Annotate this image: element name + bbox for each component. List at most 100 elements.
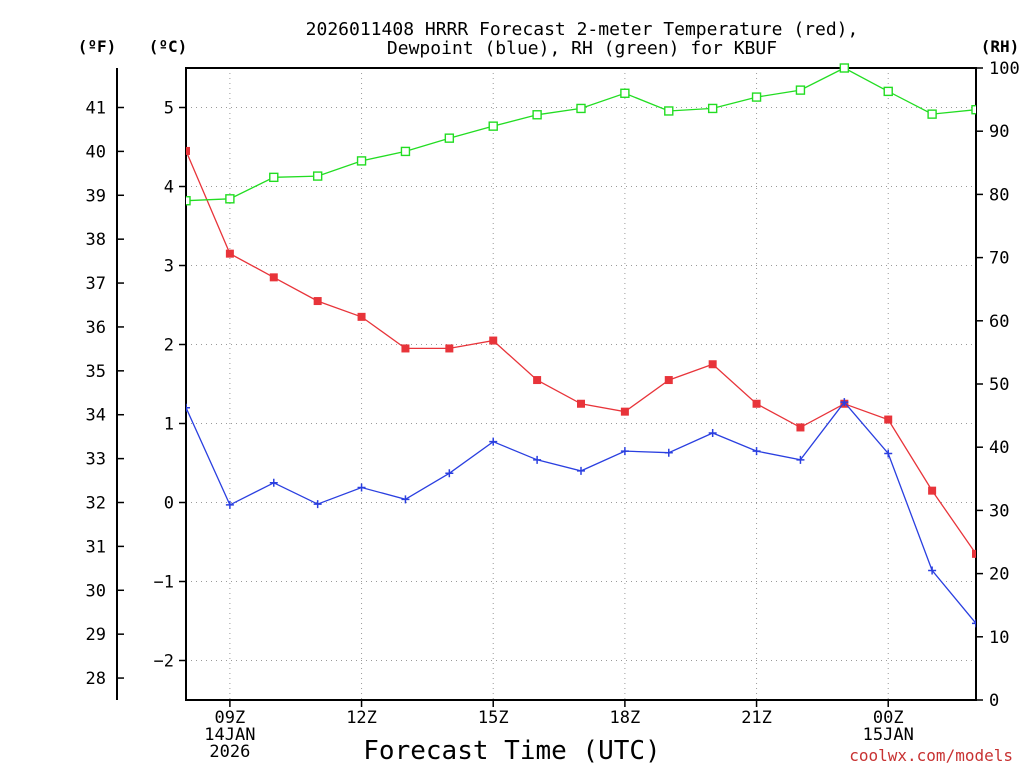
temperature-point — [928, 486, 937, 495]
rh-point — [839, 63, 850, 73]
temperature-point — [269, 273, 278, 282]
rh-point — [400, 146, 411, 157]
fahrenheit-tick-label: 38 — [86, 230, 106, 250]
dewpoint-point — [708, 428, 717, 437]
x-tick-label: 21Z — [741, 708, 772, 728]
celsius-tick-label: 0 — [164, 494, 174, 514]
fahrenheit-tick-label: 29 — [86, 625, 106, 645]
x-tick-label: 18Z — [610, 708, 641, 728]
rh-point — [444, 133, 455, 143]
plot-frame — [185, 67, 977, 701]
fahrenheit-tick-label: 31 — [86, 537, 106, 557]
rh-tick-label: 10 — [989, 628, 1009, 648]
temperature-point — [445, 344, 454, 353]
dewpoint-point — [269, 478, 278, 487]
fahrenheit-tick-label: 34 — [86, 406, 106, 426]
celsius-tick-label: 2 — [164, 336, 174, 356]
rh-point — [576, 103, 586, 114]
rh-point — [225, 194, 235, 204]
dewpoint-point — [357, 483, 366, 492]
temperature-point — [533, 376, 542, 385]
fahrenheit-tick-label: 39 — [86, 186, 106, 206]
dewpoint-point — [401, 495, 410, 504]
temperature-point — [313, 297, 322, 306]
dewpoint-point — [620, 447, 629, 456]
rh-unit-label: (RH) — [981, 37, 1020, 56]
dewpoint-point — [313, 500, 322, 509]
temperature-point — [489, 336, 498, 345]
x-axis-label: Forecast Time (UTC) — [363, 736, 660, 766]
temperature-point — [884, 415, 893, 424]
x-tick-label: 15Z — [478, 708, 509, 728]
fahrenheit-tick-label: 40 — [86, 142, 106, 162]
fahrenheit-tick-label: 37 — [86, 274, 106, 294]
dewpoint-point — [884, 449, 893, 458]
fahrenheit-tick-label: 28 — [86, 669, 106, 689]
celsius-tick-label: 5 — [164, 99, 174, 119]
dewpoint-point — [664, 448, 673, 457]
temperature-point — [401, 344, 410, 353]
dewpoint-point — [796, 455, 805, 464]
rh-tick-label: 50 — [989, 375, 1009, 395]
rh-tick-label: 20 — [989, 565, 1009, 585]
temperature-point — [577, 399, 585, 408]
dewpoint-point — [445, 469, 454, 478]
temperature-point — [186, 146, 190, 155]
series-layer — [186, 63, 976, 628]
axes: −2−1012345282930313233343536373839404101… — [86, 59, 1020, 762]
x-tick-label: 15JAN — [863, 725, 914, 745]
fahrenheit-tick-label: 41 — [86, 99, 106, 119]
rh-point — [883, 86, 893, 97]
rh-point — [795, 85, 806, 95]
temperature-point — [664, 376, 673, 385]
dewpoint-point — [752, 447, 761, 456]
celsius-unit-label: (ºC) — [149, 37, 188, 56]
x-tick-label: 14JAN — [204, 725, 255, 745]
celsius-tick-label: 1 — [164, 415, 174, 435]
fahrenheit-tick-label: 33 — [86, 450, 106, 470]
rh-point — [488, 121, 498, 131]
rh-point — [356, 156, 367, 166]
chart-title-line-1: 2026011408 HRRR Forecast 2-meter Tempera… — [306, 19, 859, 40]
rh-tick-label: 30 — [989, 501, 1009, 521]
rh-point — [971, 105, 976, 115]
rh-point — [707, 103, 718, 114]
temperature-point — [972, 549, 976, 558]
grid-lines — [186, 68, 976, 700]
dewpoint-point — [489, 437, 498, 446]
dewpoint-point — [186, 403, 190, 412]
rh-tick-label: 100 — [989, 59, 1020, 79]
rh-point — [312, 171, 323, 181]
rh-tick-label: 60 — [989, 312, 1009, 332]
rh-point — [186, 196, 191, 206]
fahrenheit-tick-label: 36 — [86, 318, 106, 338]
rh-tick-label: 90 — [989, 122, 1009, 142]
x-tick-label: 00Z — [873, 708, 904, 728]
rh-tick-label: 40 — [989, 438, 1009, 458]
dewpoint-point — [533, 455, 542, 464]
dewpoint-point — [972, 619, 976, 628]
temperature-point — [796, 423, 805, 432]
dewpoint-point — [928, 566, 937, 575]
rh-point — [751, 92, 762, 102]
temperature-point — [357, 312, 366, 321]
dewpoint-point — [225, 500, 234, 509]
chart-title-line-2: Dewpoint (blue), RH (green) for KBUF — [387, 38, 777, 59]
dewpoint-point — [840, 398, 849, 407]
rh-point — [269, 172, 279, 183]
fahrenheit-tick-label: 35 — [86, 362, 106, 382]
fahrenheit-unit-label: (ºF) — [78, 37, 117, 56]
rh-point — [620, 88, 630, 98]
x-tick-label: 2026 — [209, 742, 250, 762]
dewpoint-series-line — [186, 401, 976, 624]
x-tick-label: 12Z — [346, 708, 377, 728]
credit-text: coolwx.com/models — [849, 746, 1013, 765]
fahrenheit-tick-label: 30 — [86, 581, 106, 601]
dewpoint-point — [577, 466, 585, 475]
temperature-series-line — [186, 150, 976, 555]
rh-tick-label: 70 — [989, 249, 1009, 269]
rh-tick-label: 0 — [989, 691, 999, 711]
celsius-tick-label: 3 — [164, 257, 174, 277]
celsius-tick-label: 4 — [164, 178, 174, 198]
